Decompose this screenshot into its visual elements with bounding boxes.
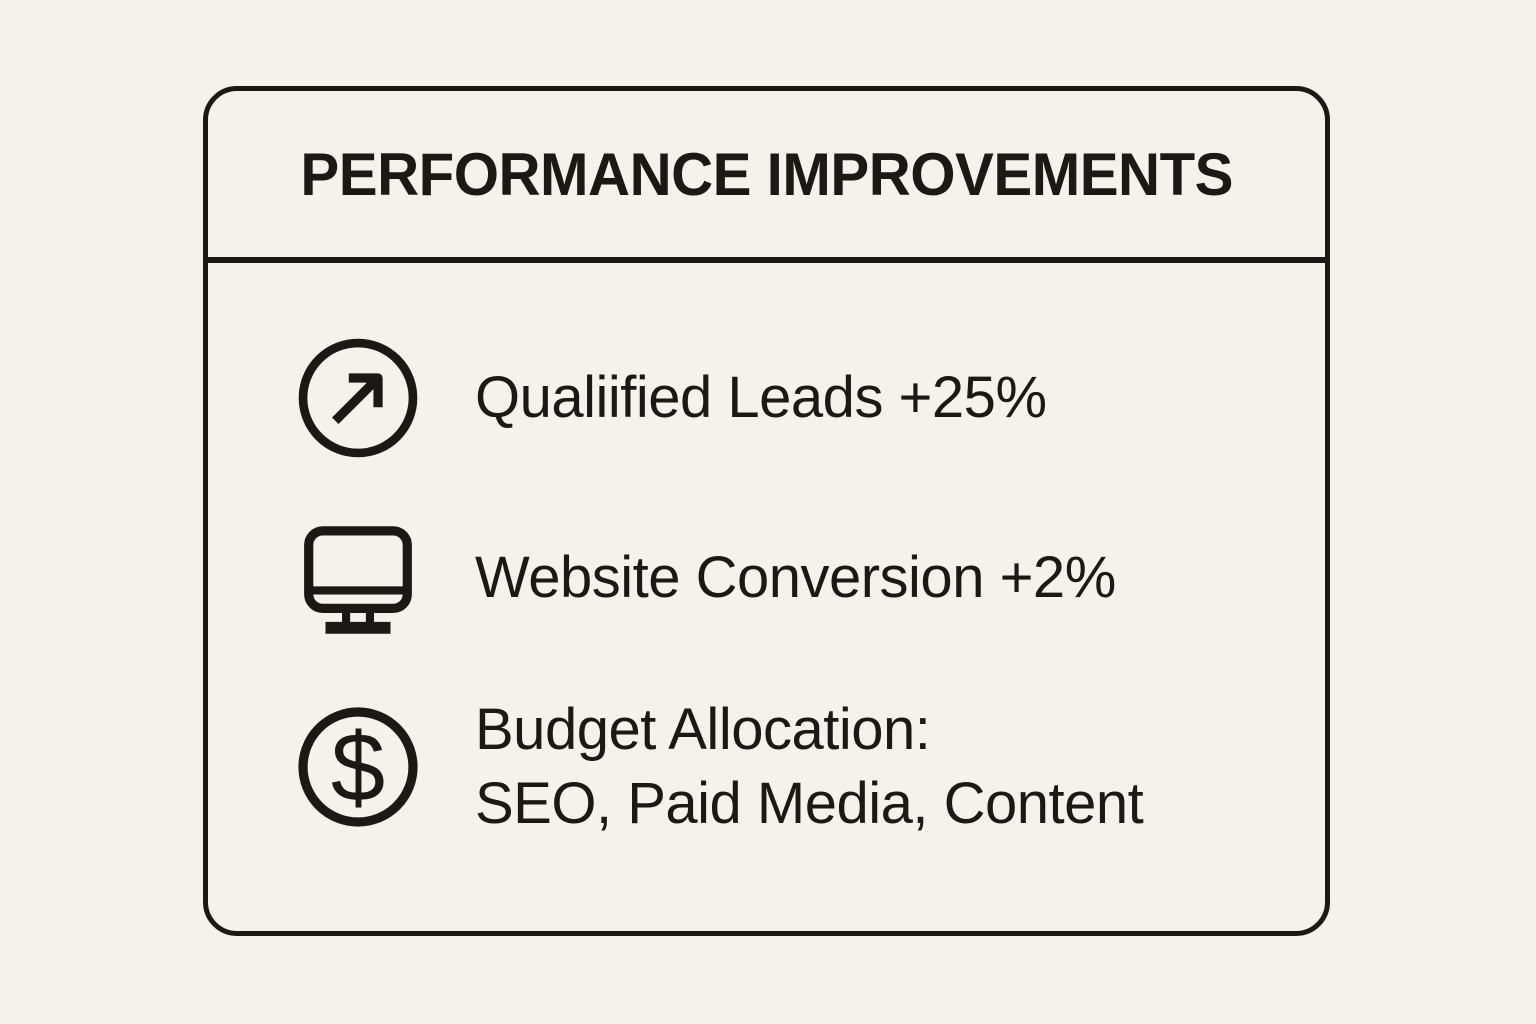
metric-label-line2: SEO, Paid Media, Content (475, 771, 1144, 837)
row-website-conversion: Website Conversion +2% (293, 513, 1325, 643)
trend-up-arrow-icon (293, 333, 423, 463)
page-title: PERFORMANCE IMPROVEMENTS (300, 140, 1233, 208)
metric-label: Budget Allocation: SEO, Paid Media, Cont… (475, 693, 1144, 841)
card-header: PERFORMANCE IMPROVEMENTS (208, 91, 1325, 263)
metric-label-line1: Budget Allocation: (475, 697, 931, 762)
dollar-circle-icon: $ (293, 702, 423, 832)
row-budget-allocation: $ Budget Allocation: SEO, Paid Media, Co… (293, 693, 1325, 841)
monitor-icon (293, 513, 423, 643)
metric-label: Qualiified Leads +25% (475, 361, 1047, 435)
metric-rows: Qualiified Leads +25% Website Conversion… (208, 263, 1325, 841)
row-qualified-leads: Qualiified Leads +25% (293, 333, 1325, 463)
metric-label: Website Conversion +2% (475, 541, 1116, 615)
metric-label-line1: Qualiified Leads +25% (475, 364, 1047, 430)
svg-text:$: $ (331, 713, 385, 822)
performance-card: PERFORMANCE IMPROVEMENTS Qualiified Lead… (203, 86, 1330, 936)
metric-label-line1: Website Conversion +2% (475, 544, 1116, 610)
